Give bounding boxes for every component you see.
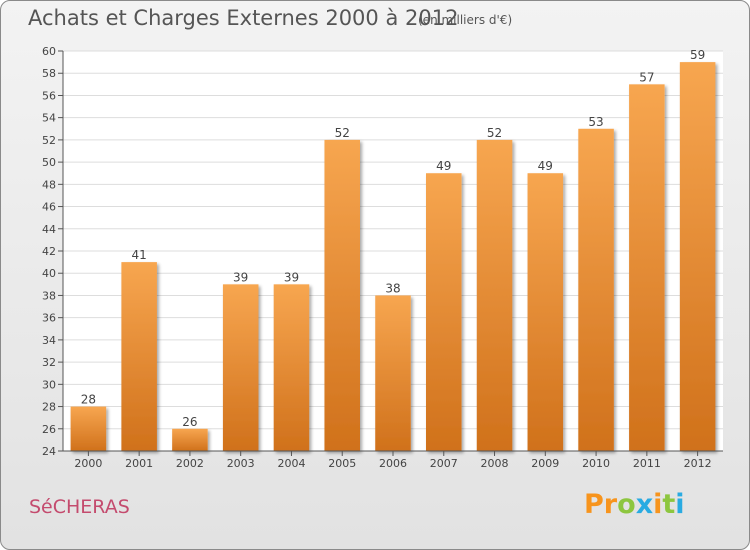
y-tick-label: 52 xyxy=(42,134,56,147)
y-tick-label: 48 xyxy=(42,178,56,191)
y-tick-label: 44 xyxy=(42,223,56,236)
y-tick-label: 42 xyxy=(42,245,56,258)
place-name: SéCHERAS xyxy=(29,496,130,518)
x-tick-label: 2000 xyxy=(74,457,102,470)
logo-letter: i xyxy=(675,489,685,520)
data-label: 28 xyxy=(81,393,96,407)
data-label: 57 xyxy=(639,70,654,84)
x-tick-label: 2005 xyxy=(328,457,356,470)
data-label: 49 xyxy=(538,159,553,173)
data-label: 49 xyxy=(436,159,451,173)
chart-subtitle: (en milliers d'€) xyxy=(418,13,513,27)
x-tick-label: 2003 xyxy=(227,457,255,470)
logo-letter: i xyxy=(653,489,663,520)
y-tick-label: 56 xyxy=(42,89,56,102)
logo-letter: r xyxy=(603,489,618,520)
logo-letter: P xyxy=(584,489,604,520)
x-tick-label: 2009 xyxy=(531,457,559,470)
x-tick-label: 2010 xyxy=(582,457,610,470)
y-tick-label: 24 xyxy=(42,445,56,458)
proxiti-logo: Proxiti xyxy=(584,489,694,521)
bar-2012 xyxy=(679,62,716,451)
data-label: 59 xyxy=(690,48,705,62)
logo-letter: t xyxy=(662,489,676,520)
data-label: 52 xyxy=(487,126,502,140)
bar-2008 xyxy=(476,139,513,451)
bar-2010 xyxy=(578,128,614,451)
chart-title: Achats et Charges Externes 2000 à 2012 xyxy=(28,6,459,30)
data-label: 39 xyxy=(284,270,299,284)
bar-2005 xyxy=(324,139,360,451)
x-tick-label: 2008 xyxy=(481,457,509,470)
logo-letter: o xyxy=(617,489,636,520)
x-tick-label: 2007 xyxy=(430,457,458,470)
data-label: 26 xyxy=(182,415,197,429)
bar-2001 xyxy=(121,262,157,451)
bar-2003 xyxy=(222,284,259,451)
data-label: 39 xyxy=(233,270,248,284)
y-tick-label: 34 xyxy=(42,334,56,347)
y-tick-label: 54 xyxy=(42,112,56,125)
data-label: 38 xyxy=(385,281,400,295)
y-tick-label: 40 xyxy=(42,267,56,280)
bar-2002 xyxy=(172,428,208,451)
data-label: 41 xyxy=(132,248,147,262)
x-tick-label: 2006 xyxy=(379,457,407,470)
y-tick-label: 26 xyxy=(42,423,56,436)
bar-2000 xyxy=(70,406,107,451)
x-tick-label: 2002 xyxy=(176,457,204,470)
bar-2006 xyxy=(375,295,411,451)
bar-2004 xyxy=(273,284,310,451)
bar-2011 xyxy=(629,84,665,451)
bar-2007 xyxy=(426,173,462,451)
y-tick-label: 38 xyxy=(42,289,56,302)
logo-letter: x xyxy=(635,489,654,520)
y-tick-label: 32 xyxy=(42,356,56,369)
x-tick-label: 2012 xyxy=(684,457,712,470)
data-label: 53 xyxy=(588,115,603,129)
x-tick-label: 2011 xyxy=(633,457,661,470)
y-tick-label: 46 xyxy=(42,201,56,214)
y-tick-label: 30 xyxy=(42,378,56,391)
y-tick-label: 50 xyxy=(42,156,56,169)
x-tick-label: 2001 xyxy=(125,457,153,470)
data-label: 52 xyxy=(335,126,350,140)
y-tick-label: 36 xyxy=(42,312,56,325)
x-tick-label: 2004 xyxy=(277,457,305,470)
bar-2009 xyxy=(527,173,564,451)
y-tick-label: 60 xyxy=(42,45,56,58)
y-tick-label: 58 xyxy=(42,67,56,80)
y-tick-label: 28 xyxy=(42,401,56,414)
